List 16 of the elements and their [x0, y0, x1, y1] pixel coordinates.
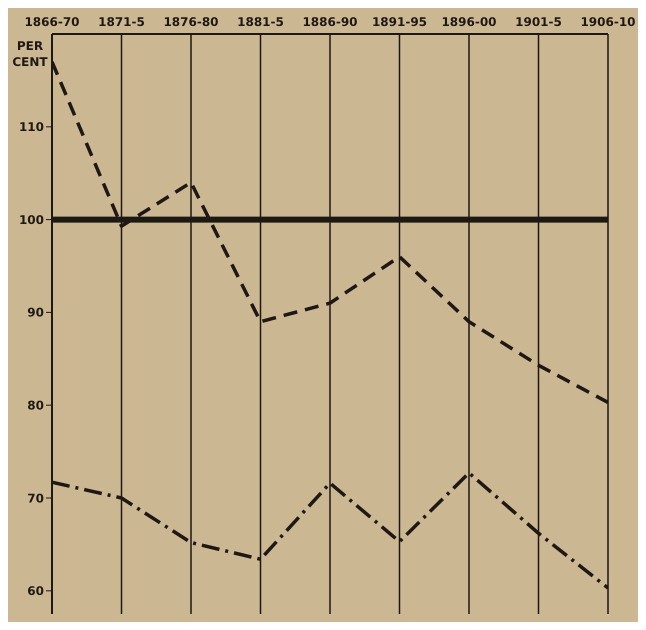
y-axis-title: PER CENT: [10, 38, 50, 70]
x-tick-label: 1881-5: [237, 15, 284, 29]
x-tick-label: 1901-5: [515, 15, 562, 29]
y-tick-label: 110: [18, 120, 44, 134]
y-tick-label: 90: [27, 306, 44, 320]
x-tick-label: 1896-00: [441, 15, 497, 29]
x-tick-label: 1906-10: [580, 15, 636, 29]
y-tick-label: 80: [27, 398, 44, 412]
x-tick-label: 1866-70: [24, 15, 80, 29]
y-tick-label: 100: [18, 212, 44, 227]
x-tick-label: 1876-80: [163, 15, 219, 29]
x-tick-label: 1886-90: [302, 15, 358, 29]
y-tick-label: 70: [27, 491, 44, 506]
x-tick-label: 1891-95: [372, 15, 428, 29]
x-tick-label: 1871-5: [98, 15, 145, 29]
y-tick-label: 60: [27, 584, 44, 598]
